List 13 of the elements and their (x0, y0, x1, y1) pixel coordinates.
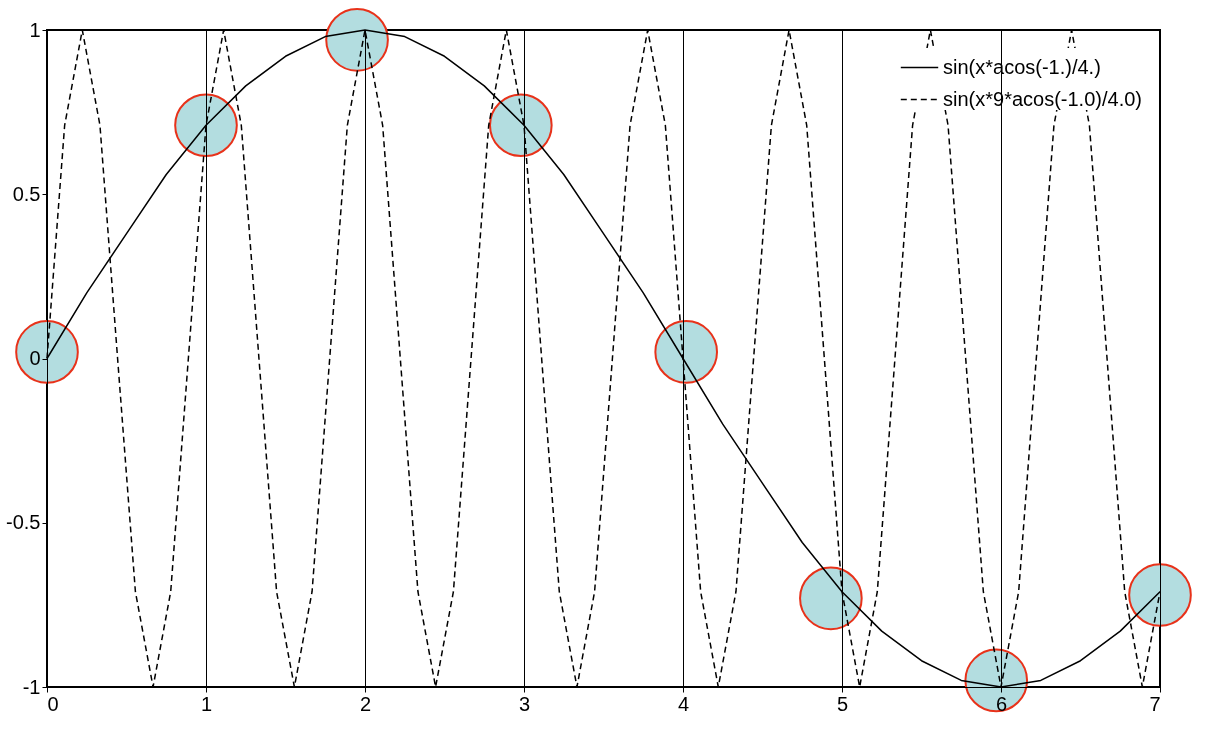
y-tick-label: 1 (29, 18, 41, 41)
y-tick-label: -0.5 (6, 511, 41, 534)
x-tick-label: 4 (677, 692, 690, 715)
x-tick-label: 6 (995, 692, 1008, 715)
y-tick-label: 0 (29, 347, 41, 369)
x-tick-label: 2 (359, 692, 372, 715)
x-tick-label: 5 (836, 692, 849, 715)
x-tick-label: 7 (1149, 692, 1161, 715)
x-tick-label: 3 (518, 692, 531, 715)
y-tick-label: 0.5 (12, 182, 41, 205)
x-tick-label: 1 (200, 692, 213, 715)
x-tick-label: 0 (47, 692, 59, 715)
y-tick-label: -1 (22, 675, 41, 698)
